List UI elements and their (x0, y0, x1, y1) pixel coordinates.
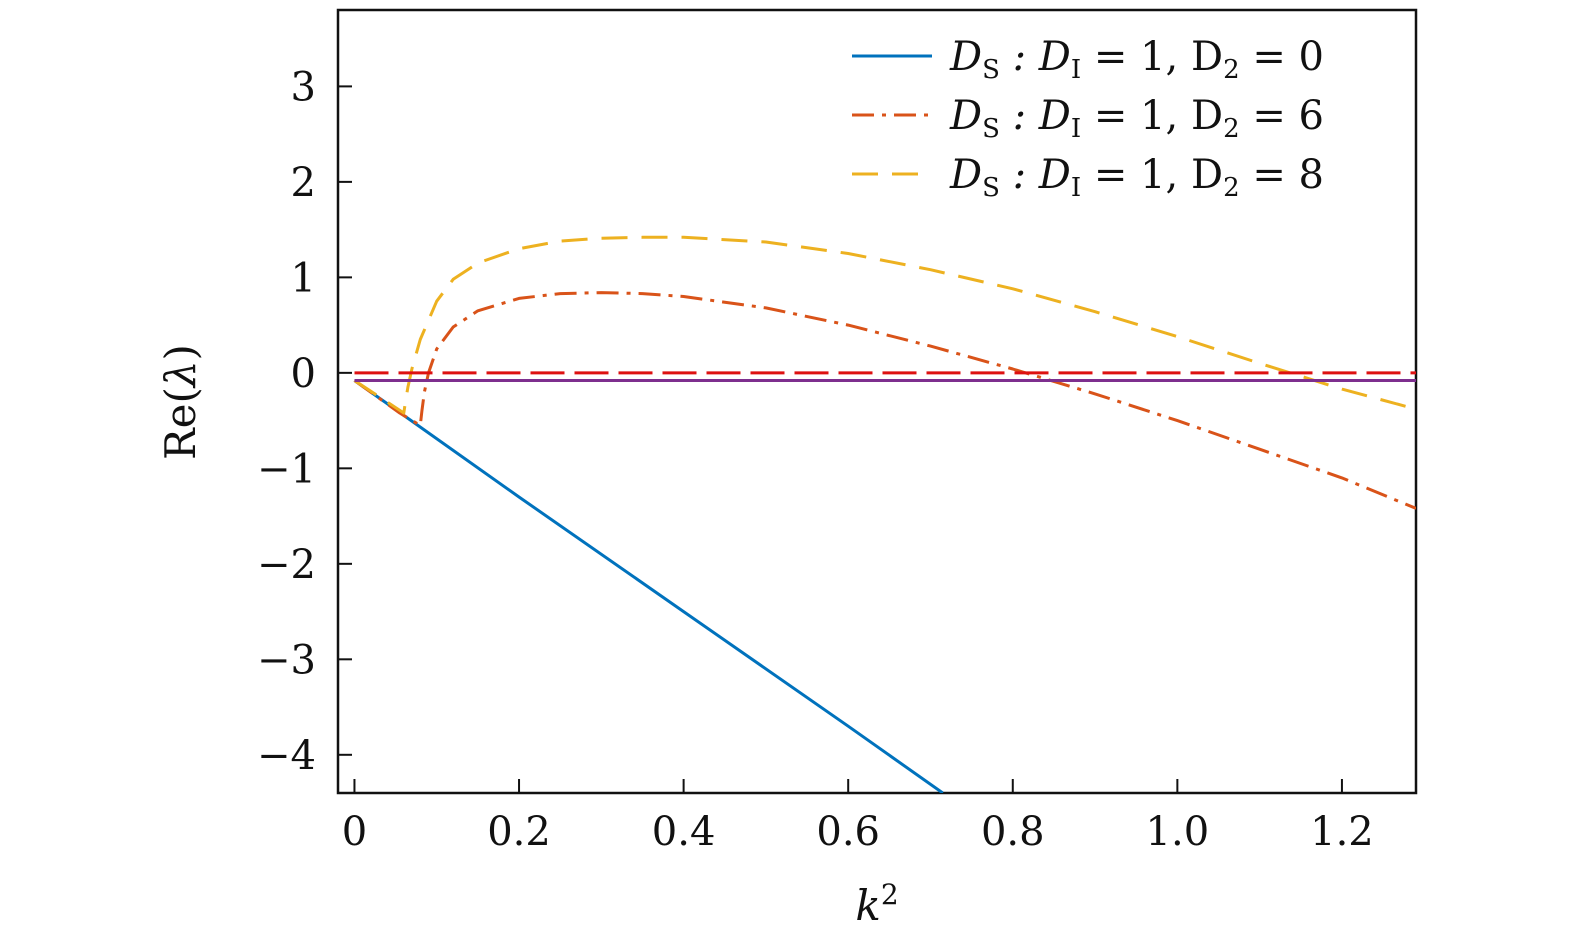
y-tick-label: 1 (291, 255, 316, 301)
y-tick-label: −2 (257, 542, 316, 588)
y-tick-label: 2 (291, 160, 316, 206)
y-tick-label: −1 (257, 446, 316, 492)
y-tick-label: −3 (257, 637, 316, 683)
x-tick-label: 0.4 (652, 809, 716, 855)
legend-label: DS : DI = 1, D2 = 6 (949, 93, 1324, 144)
legend: DS : DI = 1, D2 = 0 DS : DI = 1, D2 = 6 DS… (852, 34, 1324, 203)
legend-label: DS : DI = 1, D2 = 0 (949, 34, 1324, 85)
x-tick-label: 1.2 (1310, 809, 1374, 855)
y-tick-label: 0 (291, 351, 316, 397)
y-axis-label: Re(λ) (156, 344, 205, 460)
x-tick-label: 0.6 (816, 809, 880, 855)
plot-area-frame (336, 8, 1418, 795)
series-line-1 (353, 379, 944, 793)
x-tick-label: 0.2 (487, 809, 551, 855)
x-tick-label: 0.8 (981, 809, 1045, 855)
y-tick-label: 3 (291, 64, 316, 110)
x-tick-label: 0 (342, 809, 367, 855)
legend-label: DS : DI = 1, D2 = 8 (949, 152, 1324, 203)
series-line-3 (353, 235, 1416, 415)
y-tick-label: −4 (257, 733, 316, 779)
series-layer (353, 235, 1416, 793)
x-tick-label: 1.0 (1146, 809, 1210, 855)
series-line-2 (353, 291, 1416, 510)
x-axis-label: k2 (855, 878, 898, 930)
axis-ticks: 0 0.2 0.4 0.6 0.8 1.0 1.2 −4 −3 −2 −1 0 1 2 3 (257, 64, 1374, 855)
